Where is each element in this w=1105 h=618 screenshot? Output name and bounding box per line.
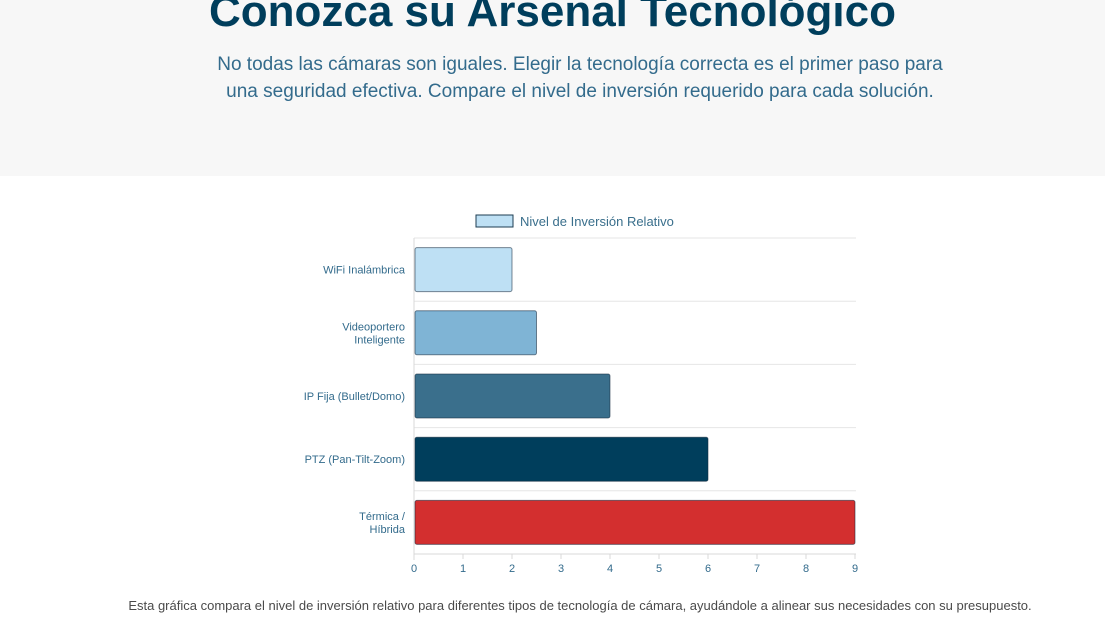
investment-bar-chart: Nivel de Inversión Relativo WiFi Inalámbr… (304, 214, 858, 575)
bar (414, 247, 513, 293)
category-label: Híbrida (370, 524, 406, 536)
bar (414, 436, 709, 482)
bar (414, 373, 611, 419)
category-label: PTZ (Pan-Tilt-Zoom) (305, 454, 405, 466)
legend-label: Nivel de Inversión Relativo (520, 214, 674, 229)
category-label: WiFi Inalámbrica (323, 265, 406, 277)
category-label: Térmica / (359, 511, 406, 523)
category-label: IP Fija (Bullet/Domo) (304, 391, 405, 403)
legend-swatch (475, 214, 514, 228)
x-tick-label: 8 (803, 563, 809, 575)
x-tick-label: 2 (509, 563, 515, 575)
chart-caption: Esta gráfica compara el nivel de inversi… (128, 598, 1032, 613)
x-tick-label: 4 (607, 563, 613, 575)
bar (414, 499, 856, 545)
page-title: Conozca su Arsenal Tecnológico (208, 0, 896, 36)
x-tick-label: 6 (705, 563, 711, 575)
x-tick-label: 3 (558, 563, 564, 575)
x-tick-label: 1 (460, 563, 466, 575)
category-label: Inteligente (354, 334, 405, 346)
x-tick-label: 7 (754, 563, 760, 575)
x-tick-label: 9 (852, 563, 858, 575)
page-subtitle: No todas las cámaras son iguales. Elegir… (217, 54, 943, 102)
x-tick-label: 5 (656, 563, 662, 575)
bar (414, 310, 537, 356)
category-label: Videoportero (342, 321, 405, 333)
x-tick-label: 0 (411, 563, 417, 575)
hero-section: Conozca su Arsenal Tecnológico No todas … (0, 0, 1105, 176)
